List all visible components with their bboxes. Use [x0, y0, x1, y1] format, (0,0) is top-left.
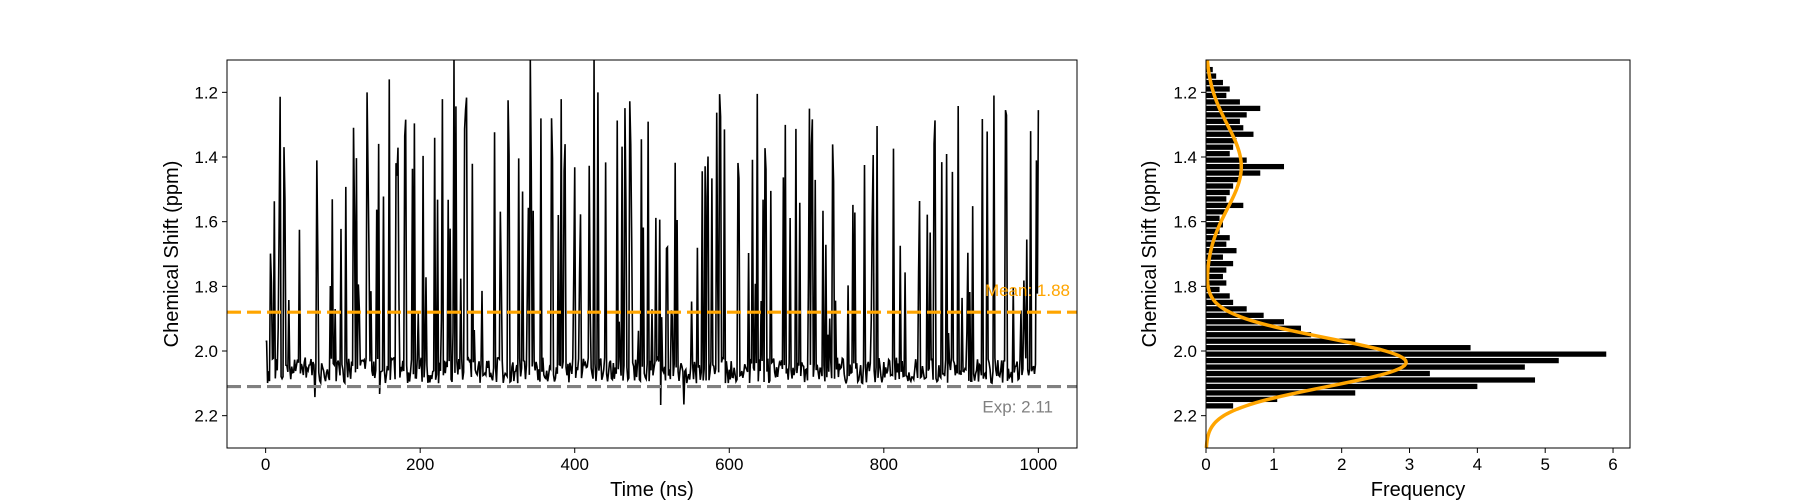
histogram-bar [1206, 138, 1237, 144]
y-tick-label: 1.2 [1173, 83, 1197, 102]
y-tick-label: 1.6 [194, 213, 218, 232]
histogram-bar [1206, 377, 1536, 383]
right-y-axis-label: Chemical Shift (ppm) [1139, 161, 1161, 348]
histogram-bar [1206, 370, 1430, 377]
histogram-bar [1206, 280, 1227, 286]
histogram-bar [1206, 383, 1478, 390]
histogram-bar [1206, 118, 1240, 124]
left-x-ticks: 0 200 400 600 800 1000 [261, 448, 1057, 474]
mean-annotation: Mean: 1.88 [985, 281, 1070, 300]
histogram-bar [1206, 228, 1220, 234]
histogram-bar [1206, 260, 1234, 267]
histogram-bar [1206, 248, 1237, 254]
y-tick-label: 2.2 [1173, 407, 1197, 426]
histogram-bar [1206, 267, 1227, 273]
left-axes-frame [226, 59, 1078, 449]
histogram-bar [1206, 196, 1227, 202]
time-series-line-group [265, 60, 1040, 405]
x-tick-label: 2 [1337, 455, 1346, 474]
left-x-axis-label: Time (ns) [610, 479, 694, 500]
histogram-bar [1206, 151, 1230, 157]
histogram-bar [1206, 112, 1247, 118]
histogram-bar [1206, 396, 1278, 403]
histogram-bar [1206, 79, 1223, 86]
histogram-bar [1206, 241, 1227, 247]
x-tick-label: 1 [1269, 455, 1278, 474]
histogram-bar [1206, 319, 1285, 325]
exp-annotation: Exp: 2.11 [982, 398, 1053, 417]
x-tick-label: 5 [1540, 455, 1549, 474]
histogram-bar [1206, 202, 1244, 209]
histogram-bar [1206, 390, 1356, 396]
histogram-bar [1206, 170, 1261, 176]
x-tick-label: 3 [1405, 455, 1414, 474]
histogram-panel: 0 1 2 3 4 5 6 1.2 1.4 1.6 1.8 2.0 2.2 Frequency Che… [1139, 59, 1631, 500]
histogram-bar [1206, 144, 1234, 150]
x-tick-label: 200 [406, 455, 434, 474]
histogram-bar [1206, 183, 1234, 189]
histogram-bar [1206, 351, 1607, 357]
histogram-bar [1206, 131, 1254, 137]
histogram-bar [1206, 222, 1223, 228]
x-tick-label: 1000 [1019, 455, 1057, 474]
right-x-ticks: 0 1 2 3 4 5 6 [1201, 448, 1618, 474]
histogram-bar [1206, 325, 1301, 331]
right-y-ticks: 1.2 1.4 1.6 1.8 2.0 2.2 [1173, 83, 1206, 426]
y-tick-label: 1.4 [1173, 148, 1197, 167]
histogram-bar [1206, 215, 1220, 221]
time-series-panel: Mean: 1.88 Exp: 2.11 0 200 400 600 800 1000 1… [161, 59, 1078, 500]
y-tick-label: 1.2 [194, 83, 218, 102]
histogram-bar [1206, 105, 1261, 112]
histogram-bar [1206, 99, 1240, 105]
histogram-bar [1206, 273, 1223, 280]
y-tick-label: 2.2 [194, 407, 218, 426]
x-tick-label: 4 [1473, 455, 1482, 474]
histogram-bar [1206, 293, 1230, 299]
left-y-axis-label: Chemical Shift (ppm) [161, 161, 183, 348]
x-tick-label: 0 [261, 455, 270, 474]
histogram-bar [1206, 176, 1240, 183]
histogram-bar [1206, 189, 1230, 196]
histogram-bar [1206, 157, 1247, 163]
histogram-bar [1206, 357, 1559, 364]
y-tick-label: 2.0 [1173, 342, 1197, 361]
histogram-bar [1206, 235, 1230, 241]
x-tick-label: 800 [870, 455, 898, 474]
x-tick-label: 0 [1201, 455, 1210, 474]
histogram-bar [1206, 299, 1234, 306]
right-x-axis-label: Frequency [1371, 479, 1466, 500]
histogram-bar [1206, 338, 1356, 344]
y-tick-label: 2.0 [194, 342, 218, 361]
left-y-ticks: 1.2 1.4 1.6 1.8 2.0 2.2 [194, 83, 227, 426]
histogram-bar [1206, 286, 1220, 293]
histogram-bar [1206, 332, 1312, 338]
x-tick-label: 6 [1608, 455, 1617, 474]
time-series-line [265, 60, 1040, 405]
density-curve [1204, 59, 1408, 449]
y-tick-label: 1.8 [1173, 277, 1197, 296]
x-tick-label: 600 [715, 455, 743, 474]
histogram-bar [1206, 163, 1285, 170]
histogram-bar [1206, 125, 1244, 131]
histogram-bar [1206, 254, 1223, 260]
histogram-bars [1206, 66, 1607, 409]
histogram-bar [1206, 403, 1234, 409]
right-axes-frame [1205, 59, 1631, 449]
histogram-bar [1206, 345, 1471, 351]
histogram-bar [1206, 209, 1227, 215]
x-tick-label: 400 [561, 455, 589, 474]
histogram-bar [1206, 86, 1230, 92]
y-tick-label: 1.6 [1173, 213, 1197, 232]
y-tick-label: 1.8 [194, 277, 218, 296]
histogram-bar [1206, 364, 1525, 370]
y-tick-label: 1.4 [194, 148, 218, 167]
